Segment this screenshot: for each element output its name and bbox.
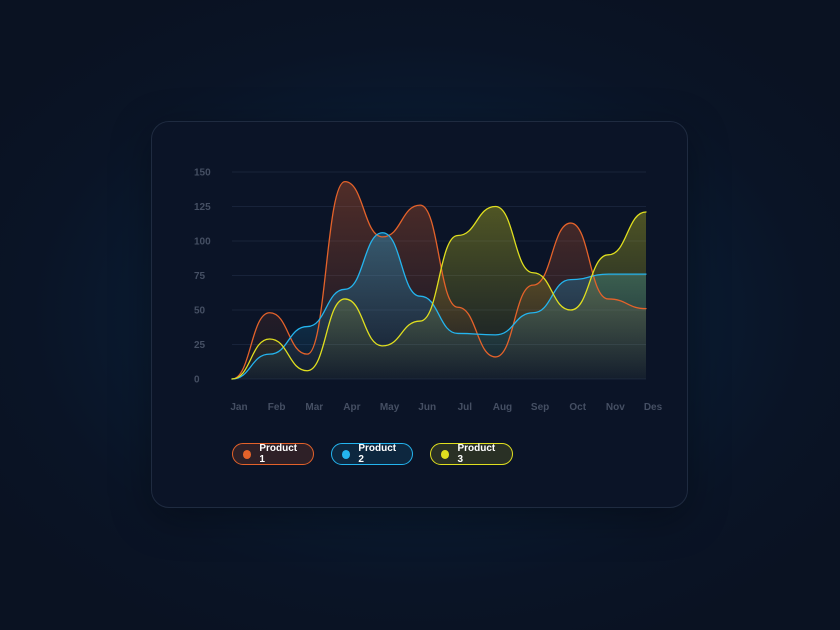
legend-label: Product 1: [259, 443, 298, 465]
y-tick-label: 125: [194, 202, 211, 213]
product-3-line[interactable]: [231, 205, 647, 380]
product-2-dot-icon: [342, 449, 351, 459]
y-axis: 0 25 50 75 100 125 150: [194, 168, 211, 386]
y-tick-label: 150: [194, 168, 211, 179]
x-tick-label: Jan: [230, 402, 247, 413]
x-tick-label: Jul: [458, 402, 473, 413]
y-tick-label: 0: [194, 375, 200, 386]
area-chart: 0 25 50 75 100 125 150 Jan Feb Mar Apr May Jun Jul Au…: [194, 168, 663, 414]
x-tick-label: Feb: [268, 402, 286, 413]
x-tick-label: Des: [644, 402, 663, 413]
product-1-dot-icon: [243, 449, 252, 459]
chart-card: 0 25 50 75 100 125 150 Jan Feb Mar Apr May Jun Jul Au…: [151, 121, 688, 508]
x-tick-label: Sep: [531, 402, 549, 413]
product-3-area: [232, 206, 646, 379]
series-lines: [231, 181, 647, 380]
product-3-dot-icon: [441, 449, 450, 459]
chart-legend: Product 1 Product 2 Product 3: [232, 443, 513, 465]
x-tick-label: May: [380, 402, 400, 413]
x-tick-label: Nov: [606, 402, 625, 413]
y-tick-label: 50: [194, 306, 206, 317]
legend-item-product-1[interactable]: Product 1: [232, 443, 314, 465]
y-tick-label: 25: [194, 340, 206, 351]
x-tick-label: Aug: [493, 402, 512, 413]
legend-item-product-2[interactable]: Product 2: [331, 443, 413, 465]
x-tick-label: Mar: [305, 402, 323, 413]
legend-item-product-3[interactable]: Product 3: [430, 443, 513, 465]
x-tick-label: Oct: [569, 402, 586, 413]
x-tick-label: Apr: [343, 402, 360, 413]
product-2-line[interactable]: [231, 232, 647, 380]
x-axis: Jan Feb Mar Apr May Jun Jul Aug Sep Oct Nov Des: [230, 402, 662, 413]
y-tick-label: 100: [194, 237, 211, 248]
x-tick-label: Jun: [418, 402, 436, 413]
product-1-line[interactable]: [231, 181, 647, 380]
legend-label: Product 2: [358, 443, 397, 465]
y-tick-label: 75: [194, 271, 206, 282]
legend-label: Product 3: [457, 443, 496, 465]
